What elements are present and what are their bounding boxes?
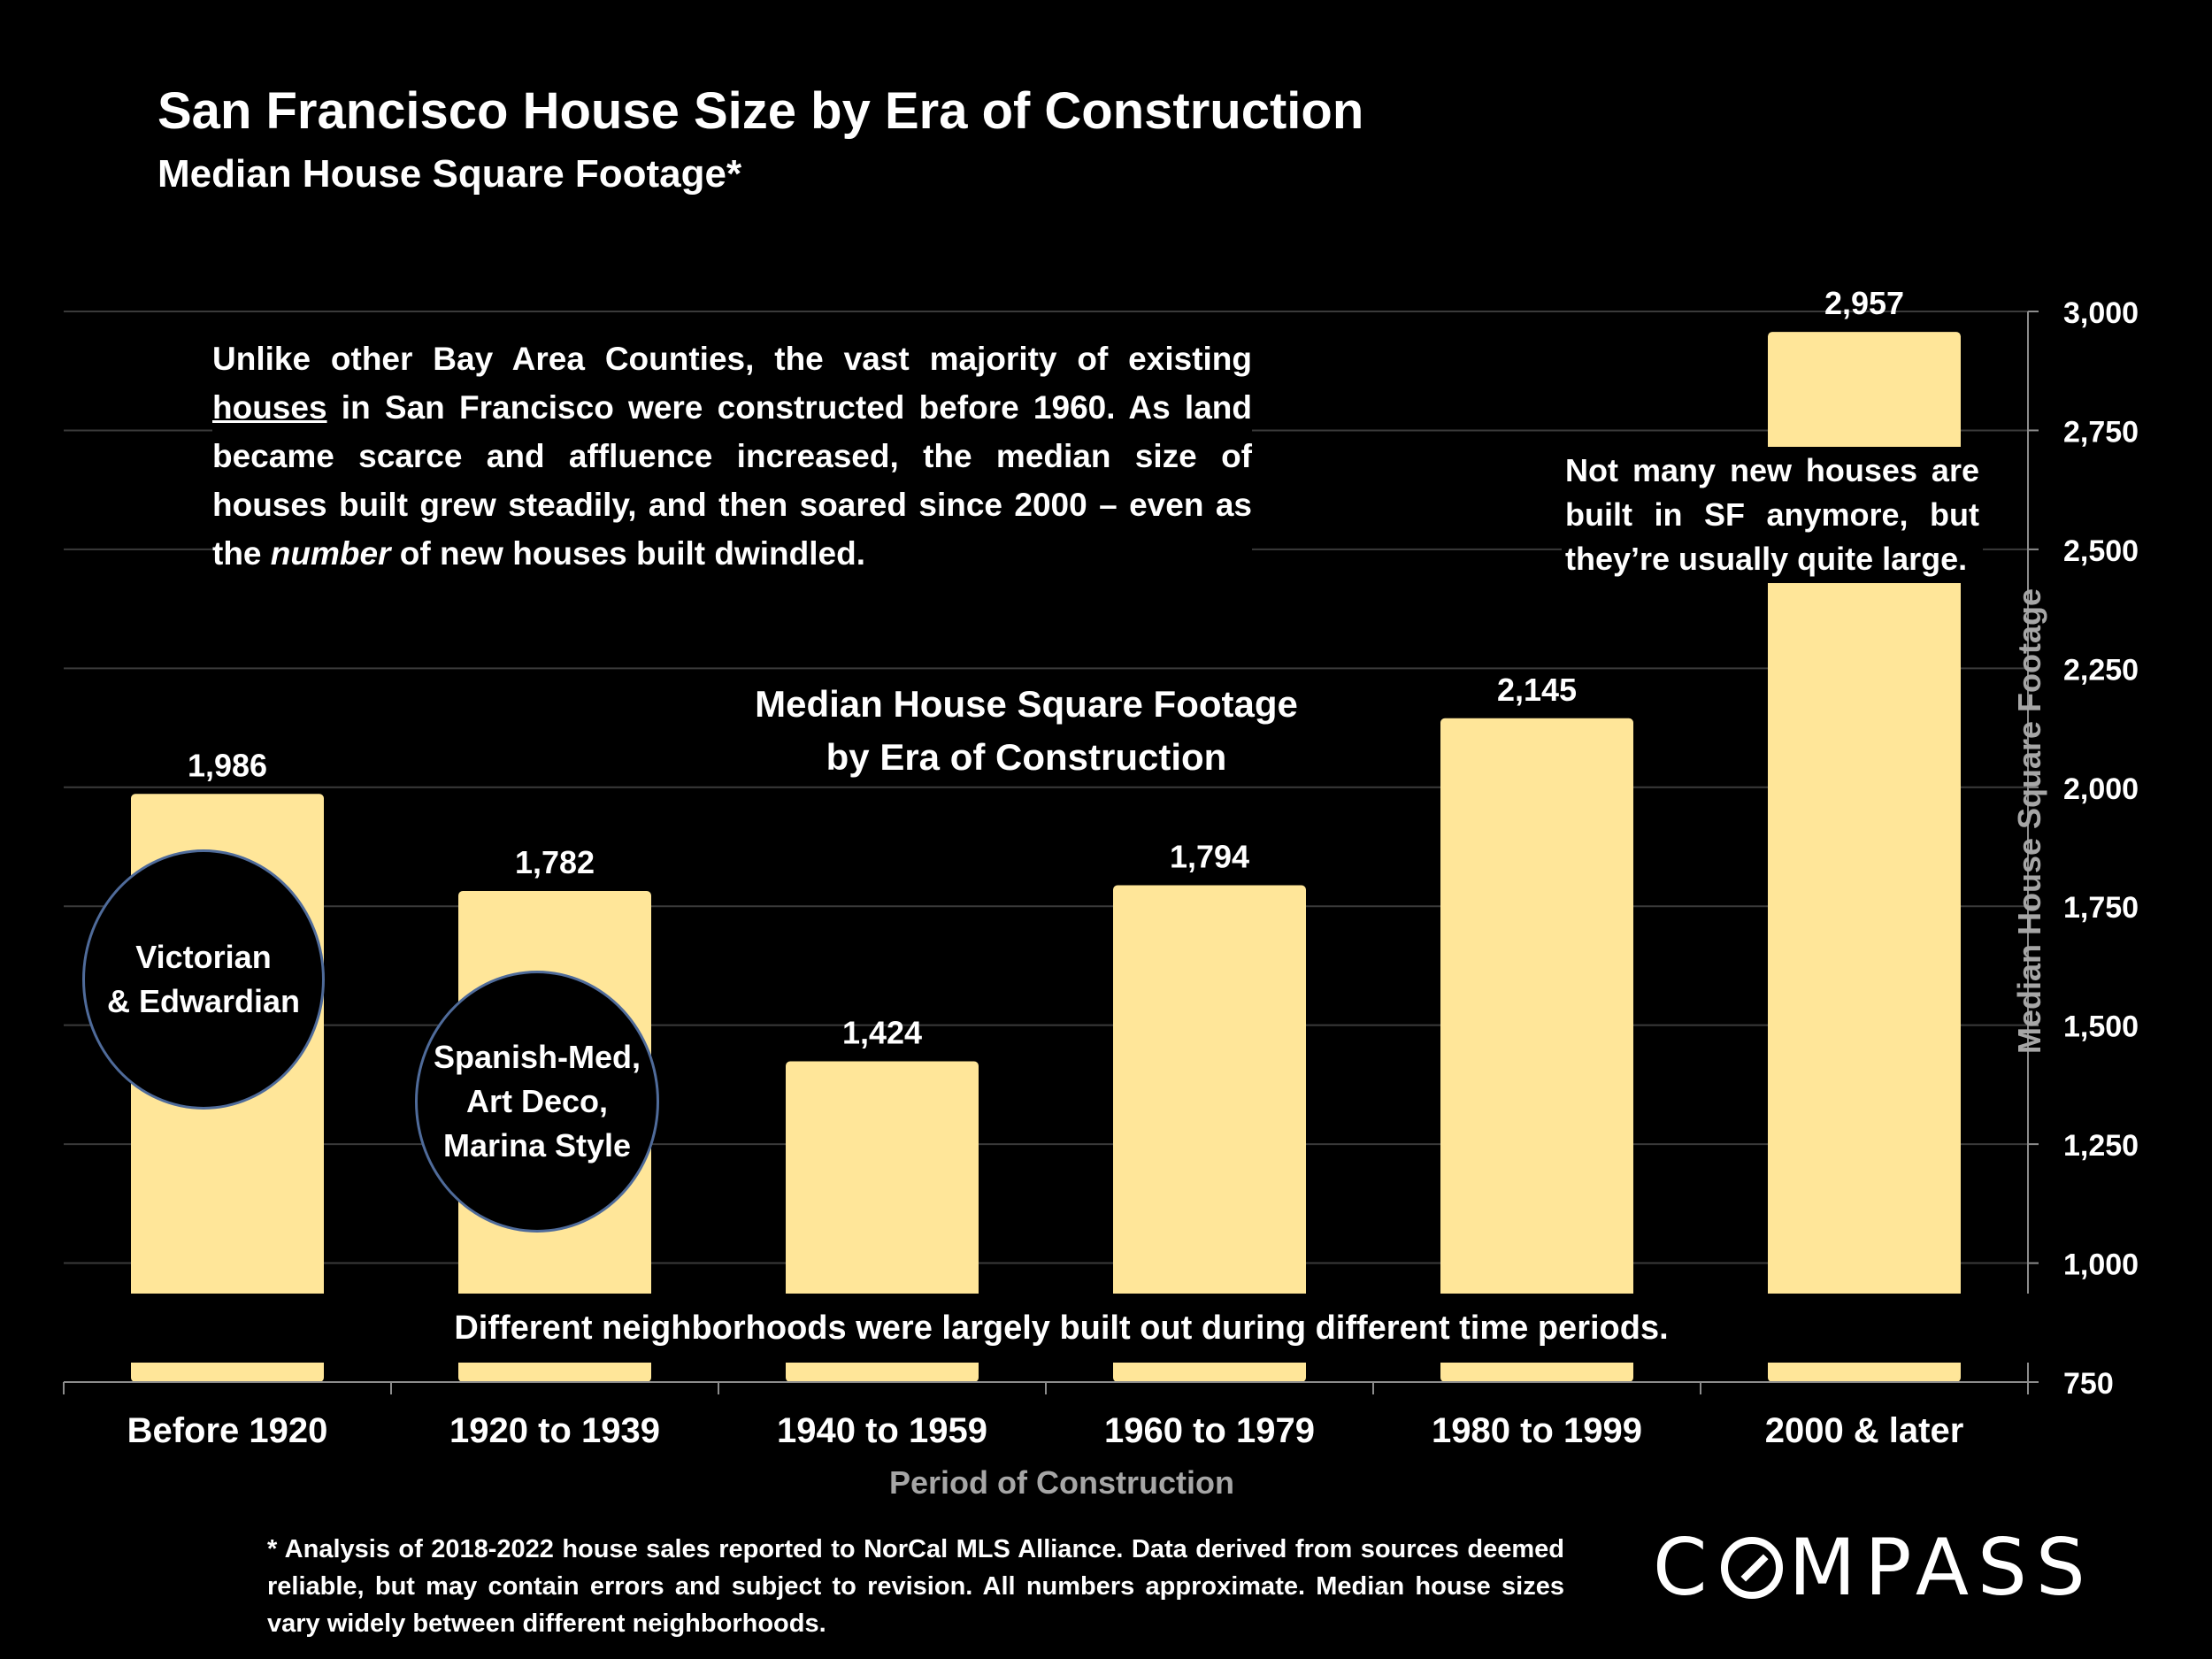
y-tick-label: 2,000 [2063,772,2139,806]
bar-value-label: 1,782 [515,844,595,880]
y-tick-label: 1,500 [2063,1010,2139,1044]
y-tick-label: 1,000 [2063,1248,2139,1282]
bar-value-label: 2,957 [1824,285,1904,321]
y-axis-title: Median House Square Footage [2011,588,2047,1054]
compass-o-icon [1721,1536,1784,1599]
y-tick-label: 2,750 [2063,415,2139,449]
y-tick-label: 2,500 [2063,534,2139,568]
page-title: San Francisco House Size by Era of Const… [157,82,1364,140]
intro-text: Unlike other Bay Area Counties, the vast… [212,334,1252,578]
neighborhood-note: Different neighborhoods were largely bui… [64,1294,2059,1363]
y-tick-label: 1,750 [2063,891,2139,925]
chart-inner-title: Median House Square Footage by Era of Co… [755,683,1298,778]
y-tick-label: 2,250 [2063,653,2139,687]
y-tick-label: 3,000 [2063,296,2139,330]
bar-value-label: 1,794 [1170,839,1249,875]
x-tick-label: 1940 to 1959 [777,1411,987,1450]
labels: 750 1,000 1,250 1,500 1,750 2,000 2,250 2,500 2,… [127,285,2139,1450]
houses-underlined: houses [212,389,327,426]
footnote: * Analysis of 2018-2022 house sales repo… [267,1535,1564,1638]
x-axis-title: Period of Construction [889,1464,1234,1501]
y-tick-label: 1,250 [2063,1129,2139,1163]
bar-value-label: 1,424 [842,1015,922,1051]
x-tick-label: 1960 to 1979 [1104,1411,1315,1450]
y-tick-label: 750 [2063,1367,2114,1401]
axes [63,311,2039,1394]
x-tick-label: 1980 to 1999 [1432,1411,1642,1450]
x-tick-label: 1920 to 1939 [449,1411,660,1450]
callout-text: Not many new houses are built in SF anym… [1562,447,1983,583]
x-tick-label: 2000 & later [1765,1411,1964,1450]
number-italic: number [270,535,391,572]
bar-value-label: 1,986 [188,747,267,783]
bar-value-label: 2,145 [1497,672,1577,708]
spanish-bubble: Spanish-Med, Art Deco, Marina Style [415,971,659,1233]
bar [1113,885,1306,1382]
victorian-bubble: Victorian & Edwardian [82,849,325,1110]
bar [1440,718,1633,1382]
compass-logo: C MPASS [1653,1522,2094,1613]
page-subtitle: Median House Square Footage* [157,152,742,196]
x-tick-label: Before 1920 [127,1411,328,1450]
bar [1768,332,1961,1382]
